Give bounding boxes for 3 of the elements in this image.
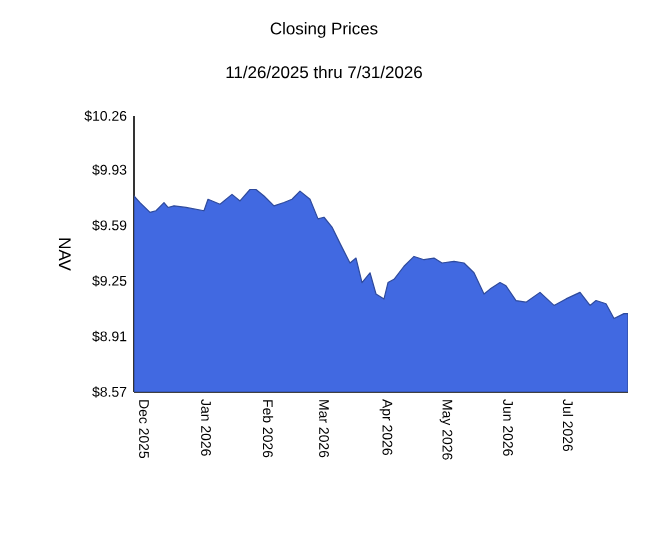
chart-title: Closing Prices xyxy=(270,22,378,38)
chart-subtitle: 11/26/2025 thru 7/31/2026 xyxy=(226,65,422,79)
y-axis-title: NAV xyxy=(58,238,71,271)
